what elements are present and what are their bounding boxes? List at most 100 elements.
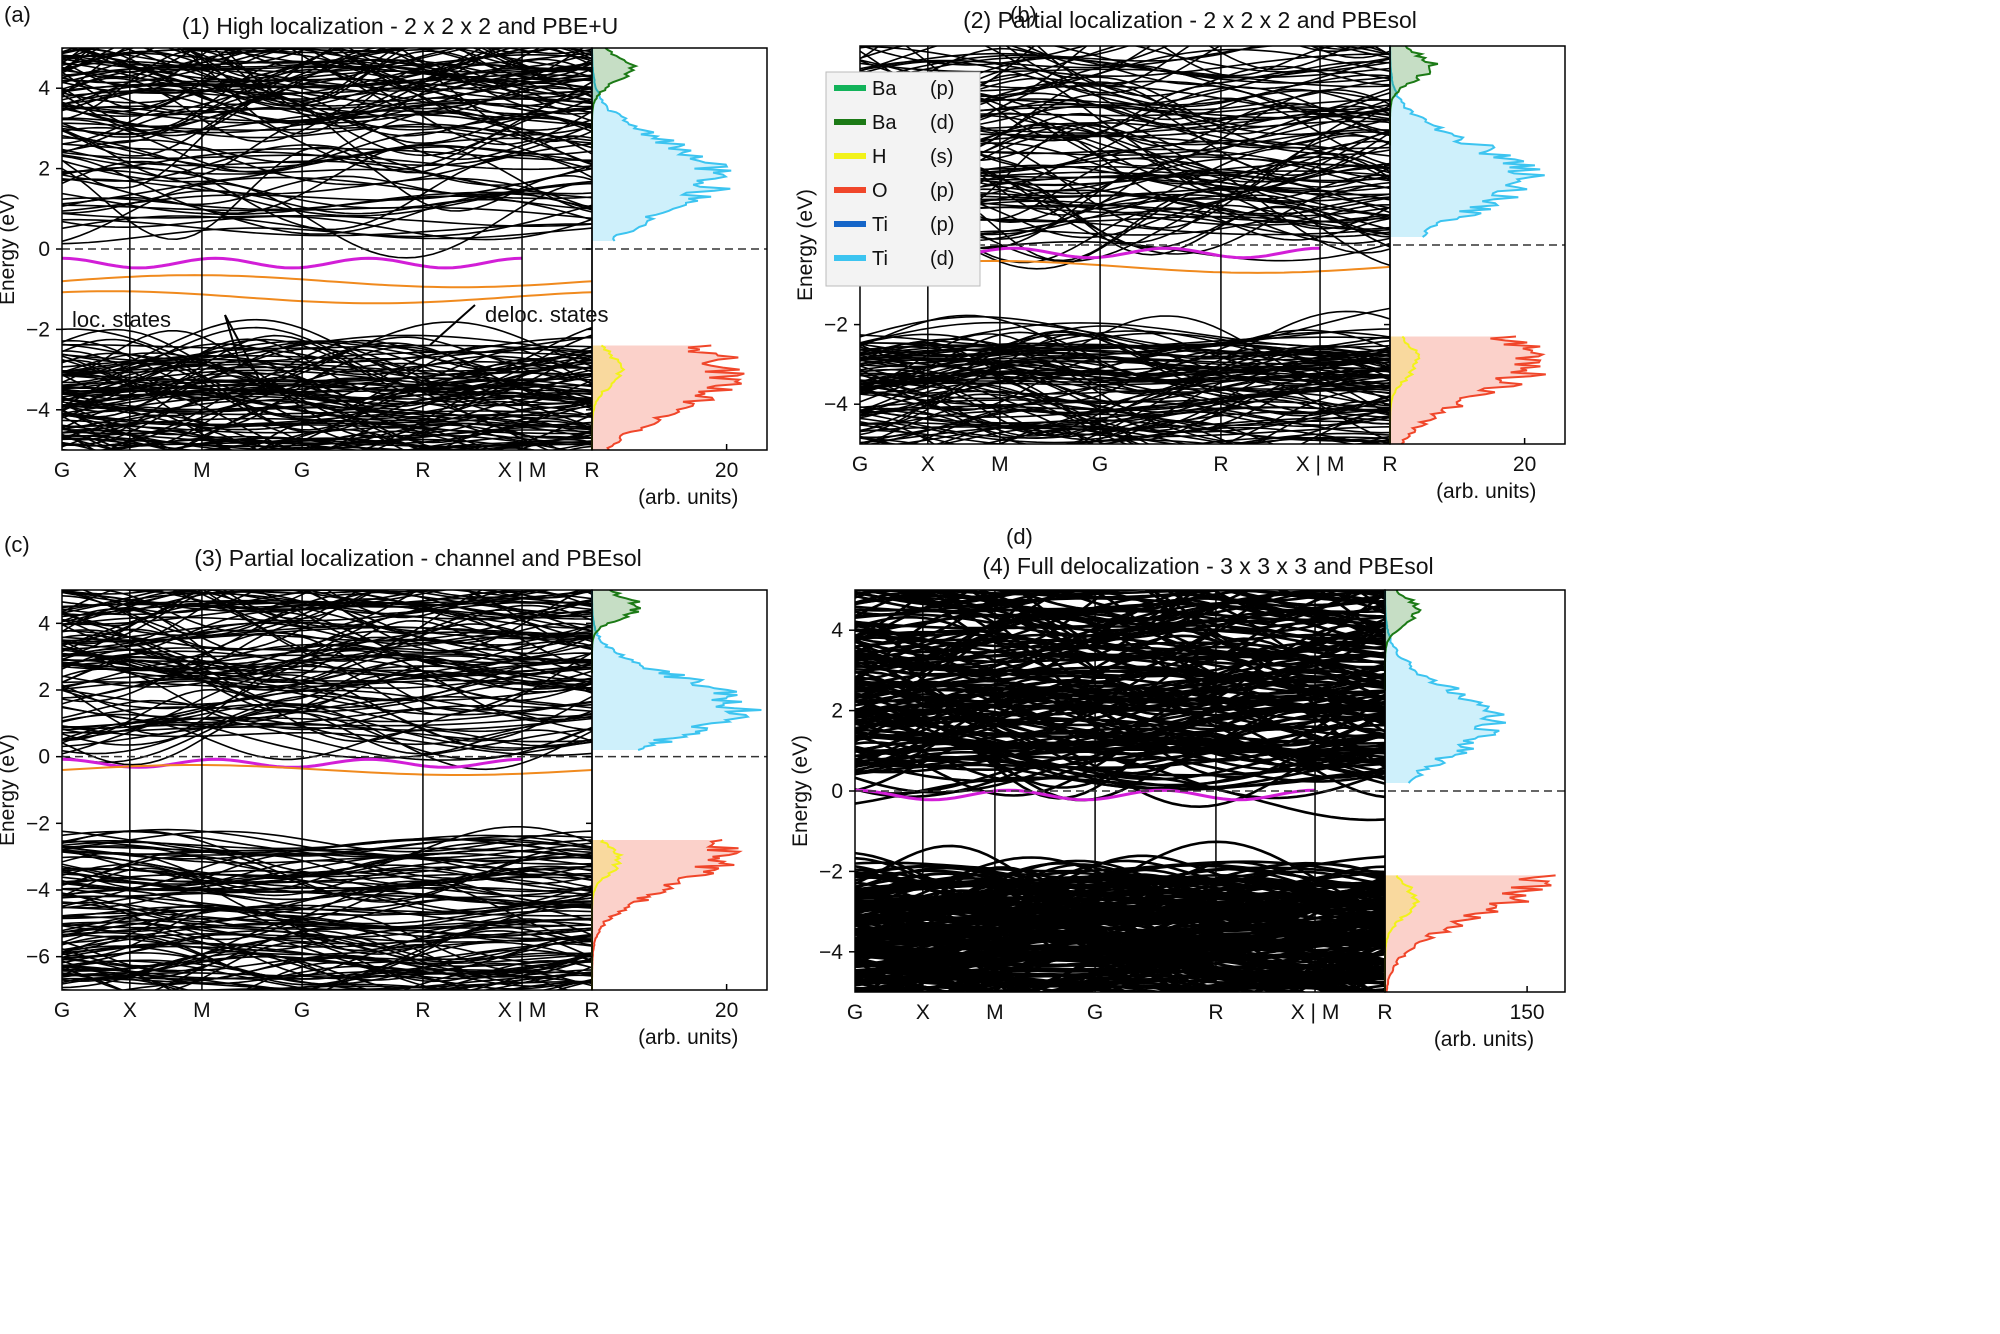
band-line <box>123 48 461 88</box>
band-line <box>860 344 1391 387</box>
band-line <box>62 321 593 375</box>
band-line <box>860 360 1391 403</box>
panel-label: (c) <box>4 532 30 557</box>
band-line <box>62 918 593 959</box>
band-line <box>860 368 1391 441</box>
band-line <box>62 98 593 111</box>
band-line <box>855 884 1386 898</box>
legend-label: Ba <box>872 78 897 100</box>
dos-h-s-fill <box>592 345 624 450</box>
y-tick-label: −6 <box>26 946 50 969</box>
band-line <box>62 122 593 142</box>
kpoint-label: M <box>193 459 211 482</box>
legend-label: H <box>872 146 886 168</box>
band-line <box>860 407 1391 440</box>
band-line <box>860 422 1391 438</box>
band-line <box>62 139 593 164</box>
band-line <box>855 699 1386 753</box>
band-line <box>855 914 1386 930</box>
legend-orbital: (p) <box>930 214 954 236</box>
kpoint-label: X | M <box>1291 1001 1340 1024</box>
band-line <box>62 77 593 98</box>
band-line <box>855 590 1386 655</box>
band-line <box>62 674 593 702</box>
band-line <box>860 62 1391 88</box>
band-line <box>62 705 593 728</box>
y-tick-label: 4 <box>38 77 50 100</box>
band-line <box>855 711 1386 756</box>
y-tick-label: −4 <box>819 941 843 964</box>
band-line <box>855 867 1386 912</box>
dos-ti-d-fill <box>1390 46 1545 237</box>
band-line <box>62 48 593 135</box>
dos-o-p-curve <box>1400 335 1546 444</box>
band-line <box>62 143 592 161</box>
band-line <box>62 912 593 972</box>
band-line <box>855 881 1386 896</box>
band-line <box>254 428 424 450</box>
band-line <box>62 94 593 144</box>
band-line <box>62 351 593 364</box>
band-line <box>983 46 1391 94</box>
y-tick-label: 2 <box>38 679 50 702</box>
legend-orbital: (d) <box>930 112 954 134</box>
kpoint-label: X <box>921 453 935 476</box>
band-line <box>62 48 593 103</box>
band-line <box>62 48 499 92</box>
band-line <box>62 334 593 365</box>
localized-band <box>62 274 593 289</box>
band-line <box>62 704 593 771</box>
band-line <box>243 446 417 450</box>
annotation-deloc-states: deloc. states <box>485 302 609 327</box>
band-line <box>62 342 593 389</box>
legend-label: Ba <box>872 112 897 134</box>
band-line <box>62 880 593 942</box>
kpoint-label: R <box>415 459 430 482</box>
band-line <box>230 590 388 594</box>
band-line <box>1024 46 1383 67</box>
band-line <box>62 713 593 731</box>
band-line <box>860 371 1391 400</box>
band-line <box>62 891 593 911</box>
band-line <box>855 627 1386 689</box>
band-line <box>860 377 1391 419</box>
panel-title: (3) Partial localization - channel and P… <box>194 545 641 571</box>
y-tick-label: −4 <box>26 879 50 902</box>
band-line <box>860 426 1389 444</box>
band-line <box>62 195 593 221</box>
band-line <box>62 204 593 245</box>
band-line <box>62 590 593 611</box>
kpoint-label: R <box>584 459 599 482</box>
band-line <box>988 948 1386 992</box>
band-line <box>855 677 1386 762</box>
band-line <box>62 143 593 215</box>
kpoint-label: R <box>415 999 430 1022</box>
kpoint-label: R <box>584 999 599 1022</box>
band-line <box>860 47 1391 97</box>
band-line <box>62 626 593 641</box>
panel-title: (1) High localization - 2 x 2 x 2 and PB… <box>182 13 619 39</box>
band-line <box>855 678 1386 732</box>
kpoint-label: G <box>294 459 310 482</box>
band-line <box>62 851 593 878</box>
band-line <box>62 634 593 677</box>
band-line <box>62 81 593 115</box>
band-line <box>62 648 593 691</box>
dos-tick-label: 20 <box>715 459 738 482</box>
band-line <box>855 981 1386 992</box>
band-line <box>855 590 1386 651</box>
band-line <box>860 379 1391 416</box>
legend-label: Ti <box>872 214 888 236</box>
band-line <box>62 48 593 74</box>
annotation-arrow <box>429 304 476 346</box>
delocalized-band <box>62 256 523 270</box>
band-line <box>62 631 593 712</box>
y-tick-label: 2 <box>38 158 50 181</box>
band-line <box>860 315 1391 389</box>
kpoint-label: G <box>852 453 868 476</box>
band-line <box>117 981 592 990</box>
y-tick-label: 4 <box>38 612 50 635</box>
annotation-loc-states: loc. states <box>72 307 171 332</box>
band-line <box>62 654 592 685</box>
